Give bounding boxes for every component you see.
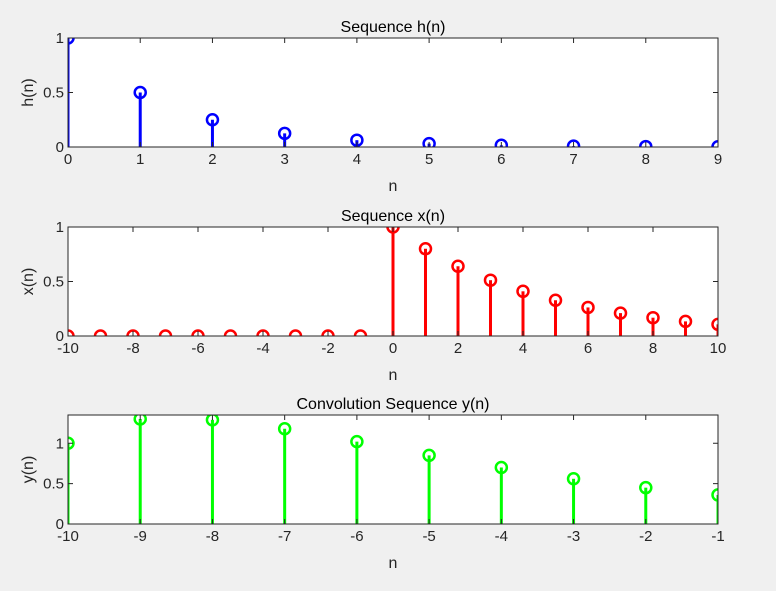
stem-marker: [288, 329, 303, 336]
y-axis-label: y(n): [20, 456, 37, 484]
stem-marker: [133, 85, 147, 100]
plot-area: [68, 38, 718, 147]
stem-marker: [126, 329, 140, 336]
chart-title: Sequence h(n): [341, 19, 446, 36]
x-tick-label: -2: [321, 340, 334, 357]
y-tick-label: 0.5: [43, 85, 64, 102]
stem-marker: [711, 317, 718, 332]
stem-marker: [205, 415, 220, 427]
stem-marker: [277, 126, 292, 141]
stem-marker: [422, 136, 436, 147]
x-tick-label: -10: [57, 528, 79, 545]
stem-marker: [353, 329, 368, 336]
plot-area: [68, 415, 718, 524]
stem-marker: [277, 421, 292, 436]
x-tick-label: 0: [389, 340, 397, 357]
data-marks: [68, 415, 718, 524]
x-tick-label: 6: [584, 340, 592, 357]
stem-marker: [639, 480, 653, 495]
stem-marker: [93, 329, 108, 336]
stem-marker: [256, 329, 270, 336]
stem-marker: [494, 138, 509, 147]
x-tick-label: 2: [208, 151, 216, 168]
x-tick-label: 8: [642, 151, 650, 168]
y-tick-label: 1: [56, 30, 64, 47]
x-tick-label: -8: [126, 340, 139, 357]
x-tick-label: 5: [425, 151, 433, 168]
y-tick-label: 0: [56, 139, 64, 156]
x-tick-label: 6: [497, 151, 505, 168]
stem-marker: [548, 293, 563, 307]
stem-marker: [205, 113, 220, 127]
y-axis-label: x(n): [20, 268, 37, 296]
y-tick-label: 0.5: [43, 274, 64, 291]
stem-marker: [494, 460, 509, 475]
x-tick-label: 8: [649, 340, 657, 357]
x-tick-label: -10: [57, 340, 79, 357]
y-tick-label: 1: [56, 219, 64, 236]
x-tick-label: 4: [353, 151, 361, 168]
stem-marker: [386, 227, 400, 234]
chart-2: -10 -8 -6 -4 -2 0 2 4 6 8 10 0 0.5 1 Sequence x(n) n x(n…: [20, 208, 726, 384]
stem-marker: [418, 242, 433, 256]
stem-marker: [646, 310, 660, 325]
stem-marker: [422, 448, 436, 463]
x-tick-label: 2: [454, 340, 462, 357]
x-axis-label: n: [389, 367, 398, 384]
x-tick-label: -4: [495, 528, 508, 545]
chart-title: Sequence x(n): [341, 208, 445, 225]
x-tick-label: -5: [422, 528, 435, 545]
x-tick-label: -7: [278, 528, 291, 545]
stem-marker: [158, 329, 173, 336]
x-tick-label: -6: [191, 340, 204, 357]
stem-marker: [516, 284, 530, 299]
stem-marker: [613, 306, 628, 320]
y-tick-label: 0: [56, 328, 64, 345]
x-tick-label: -1: [711, 528, 724, 545]
chart-title: Convolution Sequence y(n): [296, 396, 489, 413]
stem-marker: [223, 329, 238, 336]
stem-marker: [711, 488, 718, 502]
x-tick-label: 0: [64, 151, 72, 168]
stem-marker: [451, 259, 465, 273]
x-tick-label: 10: [710, 340, 727, 357]
stem-marker: [678, 314, 693, 329]
stem-marker: [483, 273, 498, 287]
x-tick-label: -9: [134, 528, 147, 545]
chart-1: 0 1 2 3 4 5 6 7 8 9 0 0.5 1 Sequence h(n) n h(n): [20, 19, 722, 195]
x-tick-label: -3: [567, 528, 580, 545]
stem-marker: [68, 436, 75, 451]
y-axis-label: h(n): [20, 78, 37, 106]
x-tick-label: -4: [256, 340, 269, 357]
axes-box: [67, 414, 719, 525]
x-axis-label: n: [389, 178, 398, 195]
x-tick-label: -2: [639, 528, 652, 545]
x-tick-label: 3: [280, 151, 288, 168]
stem-marker: [191, 329, 205, 336]
x-tick-label: -8: [206, 528, 219, 545]
y-tick-label: 0.5: [43, 476, 64, 493]
stem-marker: [350, 434, 364, 449]
stem-marker: [321, 329, 335, 336]
y-tick-label: 1: [56, 435, 64, 452]
stem-marker: [581, 300, 595, 315]
x-tick-label: 7: [569, 151, 577, 168]
x-tick-label: 1: [136, 151, 144, 168]
stem-marker: [133, 415, 147, 426]
y-tick-label: 0: [56, 516, 64, 533]
x-axis-label: n: [389, 555, 398, 572]
x-tick-label: 4: [519, 340, 527, 357]
stem-marker: [566, 472, 581, 486]
stem-marker: [566, 139, 581, 147]
x-tick-label: 9: [714, 151, 722, 168]
x-tick-label: -6: [350, 528, 363, 545]
